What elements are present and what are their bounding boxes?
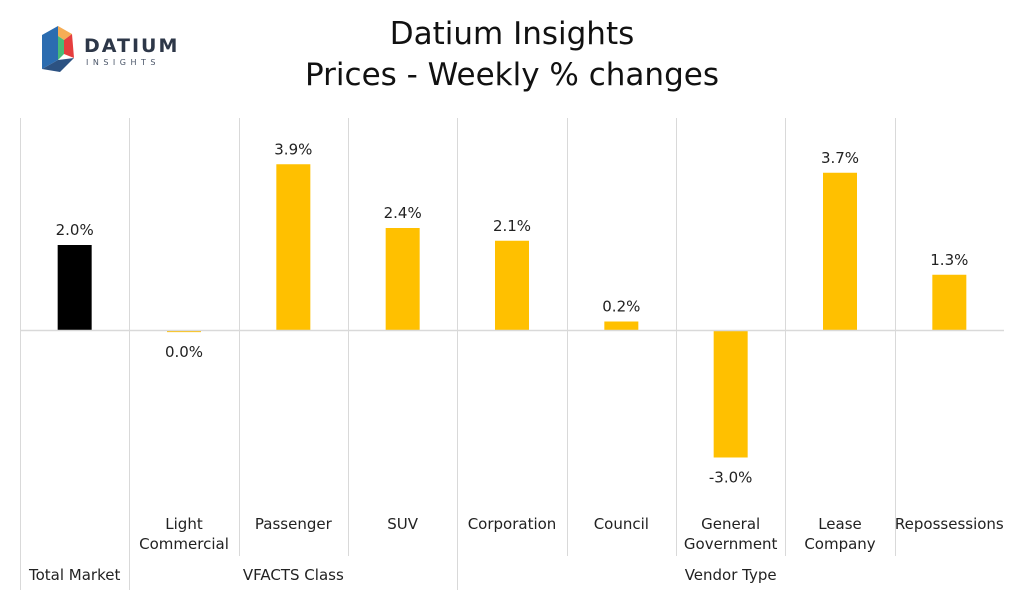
logo-mark-top [58,26,72,40]
datium-logo: DATIUM INSIGHTS [42,26,179,72]
category-label: Light [165,515,203,533]
category-label: SUV [387,515,419,533]
data-label: 3.9% [274,140,312,158]
category-label: Lease [818,515,862,533]
data-label: -3.0% [709,469,753,487]
bar [57,245,92,330]
category-label: Passenger [255,515,333,533]
data-label: 1.3% [930,251,968,269]
logo-mark-center [58,36,64,60]
bar [495,240,529,330]
category-label: General [701,515,760,533]
bar [713,330,748,458]
category-label: Council [594,515,649,533]
category-label: Company [804,535,875,553]
group-label: Vendor Type [685,566,777,584]
bar [604,321,639,330]
category-label: Government [684,535,778,553]
data-label: 2.1% [493,217,531,235]
group-label: Total Market [28,566,120,584]
logo-sub: INSIGHTS [86,58,160,67]
chart-title-line1: Datium Insights [389,16,635,52]
bar [823,172,857,330]
data-label: 0.0% [165,343,203,361]
data-label: 2.0% [56,221,94,239]
bar [932,274,967,330]
logo-mark-right [64,34,74,58]
data-label: 2.4% [384,204,422,222]
category-label: Commercial [139,535,229,553]
logo-mark-left [42,26,58,69]
bar [276,164,311,330]
chart-title-line2: Prices - Weekly % changes [305,57,719,93]
data-label: 0.2% [602,298,640,316]
group-label: VFACTS Class [243,566,344,584]
category-label: Repossessions [895,515,1004,533]
category-label: Corporation [468,515,557,533]
bar [385,228,420,330]
data-label: 3.7% [821,149,859,167]
logo-name: DATIUM [84,35,179,57]
logo-mark-bottom [42,58,74,72]
